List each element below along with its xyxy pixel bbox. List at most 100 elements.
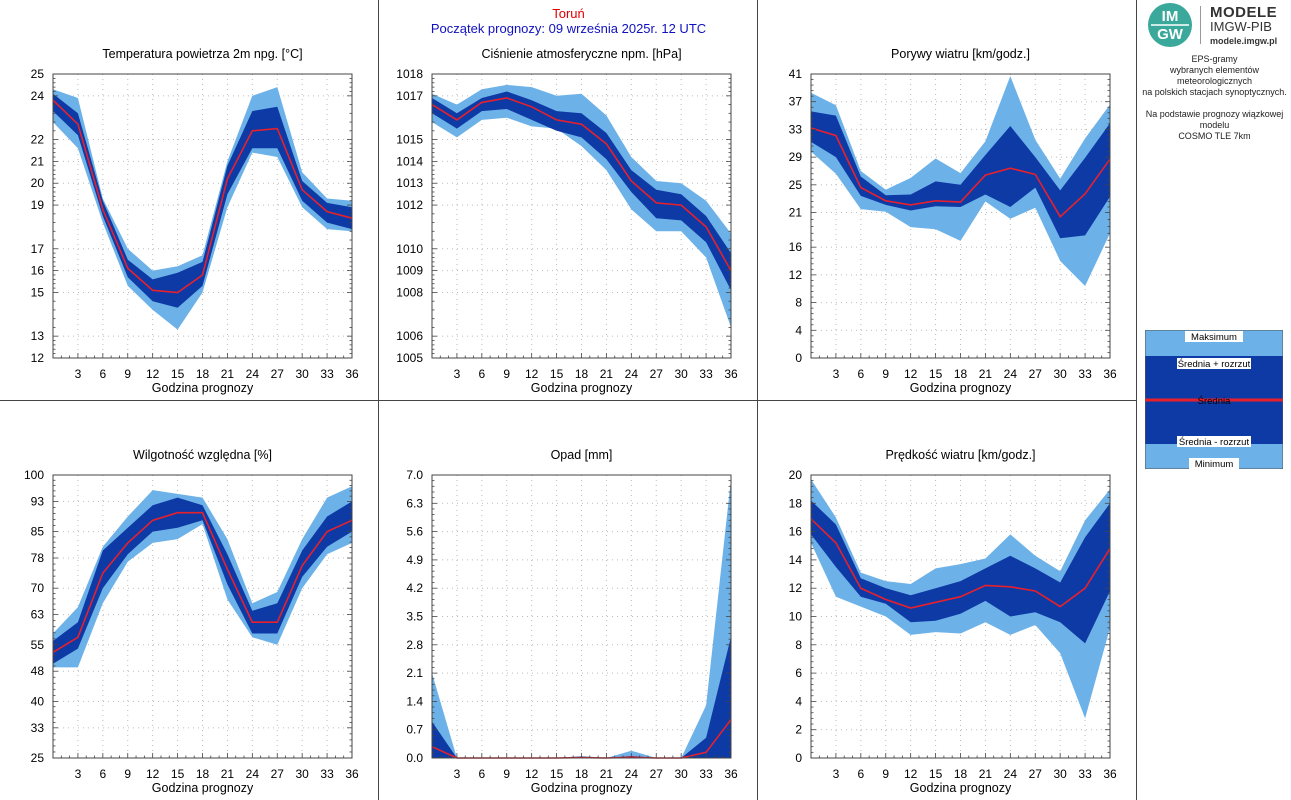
x-tick-label: 12 — [146, 767, 160, 781]
x-axis-label: Godzina prognozy — [910, 381, 1012, 395]
y-tick-label: 2.1 — [406, 666, 423, 680]
series-spread-band — [811, 111, 1110, 239]
y-tick-label: 20 — [789, 468, 803, 482]
chart-title: Prędkość wiatru [km/godz.] — [885, 448, 1035, 462]
x-tick-label: 18 — [196, 767, 210, 781]
y-tick-label: 12 — [789, 268, 803, 282]
x-tick-label: 12 — [525, 367, 539, 381]
x-tick-label: 33 — [699, 767, 713, 781]
y-tick-label: 20 — [31, 176, 45, 190]
y-tick-label: 85 — [31, 525, 45, 539]
chart-title: Ciśnienie atmosferyczne npm. [hPa] — [481, 47, 681, 61]
x-tick-label: 6 — [857, 767, 864, 781]
chart-pressure: Ciśnienie atmosferyczne npm. [hPa]3 6 9 12 1… — [396, 47, 738, 395]
y-tick-label: 6.3 — [406, 496, 423, 510]
x-tick-label: 24 — [1004, 767, 1018, 781]
y-tick-label: 18 — [789, 496, 803, 510]
series-spread-band — [53, 93, 352, 308]
x-tick-label: 24 — [246, 767, 260, 781]
description-line4: Na podstawie prognozy wiązkowej modelu — [1145, 109, 1284, 130]
y-tick-label: 37 — [789, 95, 803, 109]
y-tick-label: 1014 — [396, 154, 423, 168]
y-tick-label: 1005 — [396, 351, 423, 365]
y-tick-label: 1.4 — [406, 694, 423, 708]
y-tick-label: 12 — [31, 351, 45, 365]
y-tick-label: 10 — [789, 610, 803, 624]
series-spread-band — [432, 636, 731, 758]
y-tick-label: 25 — [31, 751, 45, 765]
y-tick-label: 16 — [789, 240, 803, 254]
y-tick-label: 48 — [31, 664, 45, 678]
legend: Maksimum Średnia + rozrzut Średnia Średn… — [1145, 330, 1283, 469]
y-tick-label: 22 — [31, 133, 45, 147]
x-tick-label: 27 — [1029, 367, 1043, 381]
x-tick-label: 18 — [196, 367, 210, 381]
x-tick-label: 9 — [882, 767, 889, 781]
station-name: Toruń — [552, 6, 585, 21]
x-tick-label: 33 — [1078, 767, 1092, 781]
x-axis-label: Godzina prognozy — [910, 781, 1012, 795]
x-tick-label: 15 — [171, 367, 185, 381]
y-tick-label: 21 — [31, 154, 45, 168]
y-tick-label: 41 — [789, 67, 803, 81]
y-tick-label: 25 — [789, 178, 803, 192]
x-tick-label: 24 — [246, 367, 260, 381]
y-tick-label: 33 — [789, 122, 803, 136]
x-tick-label: 33 — [1078, 367, 1092, 381]
chart-title: Wilgotność względna [%] — [133, 448, 272, 462]
x-axis-label: Godzina prognozy — [531, 781, 633, 795]
x-tick-label: 30 — [674, 367, 688, 381]
x-tick-label: 9 — [124, 367, 131, 381]
x-tick-label: 30 — [674, 767, 688, 781]
y-tick-label: 55 — [31, 638, 45, 652]
y-tick-label: 1012 — [396, 198, 423, 212]
x-tick-label: 6 — [478, 367, 485, 381]
x-tick-label: 24 — [1004, 367, 1018, 381]
x-axis-label: Godzina prognozy — [152, 381, 254, 395]
y-tick-label: 17 — [31, 242, 45, 256]
y-tick-label: 5.6 — [406, 525, 423, 539]
series-mean-line — [431, 97, 732, 271]
y-tick-label: 24 — [31, 89, 45, 103]
y-tick-label: 1008 — [396, 285, 423, 299]
x-tick-label: 3 — [454, 767, 461, 781]
x-tick-label: 3 — [75, 767, 82, 781]
y-tick-label: 63 — [31, 608, 45, 622]
description-line5: COSMO TLE 7km — [1178, 131, 1251, 141]
x-tick-label: 30 — [295, 367, 309, 381]
y-tick-label: 0.0 — [406, 751, 423, 765]
series-envelope-band — [53, 87, 352, 330]
y-tick-label: 2 — [795, 723, 802, 737]
x-tick-label: 36 — [724, 367, 738, 381]
chart-temperature: Temperatura powietrza 2m npg. [°C]3 6 9 12 1… — [31, 47, 359, 395]
x-tick-label: 21 — [600, 767, 614, 781]
x-tick-label: 15 — [929, 767, 943, 781]
y-tick-label: 6 — [795, 666, 802, 680]
x-tick-label: 21 — [979, 367, 993, 381]
y-tick-label: 14 — [789, 553, 803, 567]
y-tick-label: 3.5 — [406, 610, 423, 624]
y-tick-label: 19 — [31, 198, 45, 212]
description-line1: EPS-gramy — [1191, 54, 1238, 64]
series-envelope-band — [811, 76, 1110, 286]
x-tick-label: 27 — [1029, 767, 1043, 781]
y-tick-label: 29 — [789, 150, 803, 164]
logo-line2: IMGW-PIB — [1210, 19, 1272, 34]
forecast-start: Początek prognozy: 09 września 2025r. 12… — [430, 21, 707, 36]
row-divider — [0, 400, 1136, 401]
series-spread-band — [432, 91, 731, 291]
x-tick-label: 12 — [904, 367, 918, 381]
x-tick-label: 9 — [503, 767, 510, 781]
x-tick-label: 24 — [625, 767, 639, 781]
svg-text:IM: IM — [1162, 8, 1179, 25]
x-tick-label: 18 — [575, 367, 589, 381]
legend-item-mean-plus: Średnia + rozrzut — [1178, 358, 1251, 370]
x-tick-label: 6 — [99, 367, 106, 381]
x-tick-label: 30 — [295, 767, 309, 781]
y-tick-label: 1013 — [396, 176, 423, 190]
series-spread-band — [811, 500, 1110, 644]
y-tick-label: 93 — [31, 494, 45, 508]
x-tick-label: 33 — [320, 767, 334, 781]
y-tick-label: 13 — [31, 329, 45, 343]
x-tick-label: 27 — [271, 367, 285, 381]
